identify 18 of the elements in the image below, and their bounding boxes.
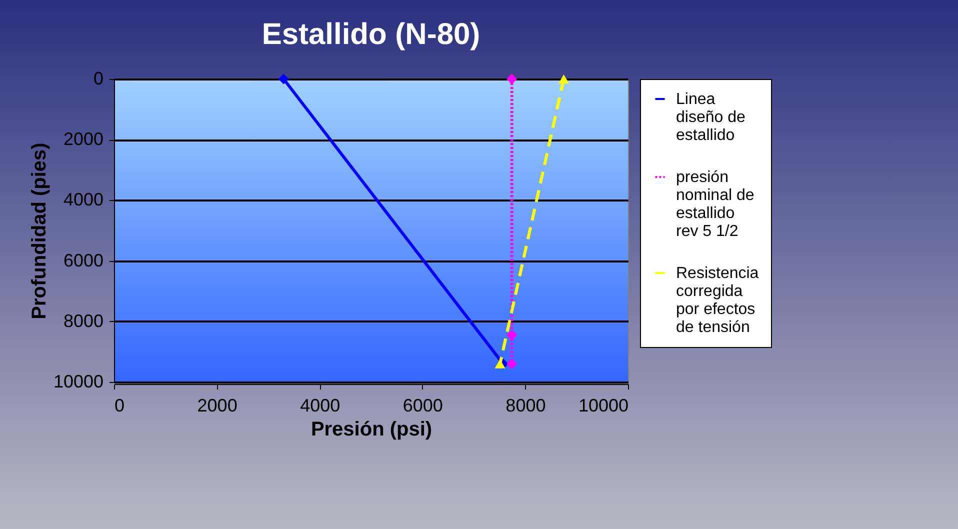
x-tick-label: 2000 [197, 396, 238, 416]
x-tick-label: 8000 [506, 396, 546, 416]
legend-label: Linea diseño de estallido [676, 91, 746, 144]
y-tick-label: 0 [93, 68, 104, 88]
x-tick-label: 6000 [402, 396, 443, 416]
x-axis-title: Presión (psi) [310, 418, 432, 440]
y-tick-label: 4000 [63, 190, 104, 210]
legend-label: presión nominal de estallido rev 5 1/2 [676, 169, 754, 240]
legend-label: Resistencia corregida por efectos de tensión [676, 265, 759, 336]
y-tick-label: 10000 [53, 372, 104, 392]
x-tick-label: 0 [114, 396, 125, 416]
y-axis-title: Profundidad (pies) [28, 142, 50, 320]
x-tick-label: 4000 [300, 396, 340, 416]
y-tick-label: 2000 [63, 129, 104, 150]
chart-title: Estallido (N-80) [262, 18, 480, 51]
x-tick-label: 10000 [578, 396, 628, 416]
y-tick-label: 8000 [63, 310, 104, 331]
y-tick-label: 6000 [63, 250, 104, 270]
